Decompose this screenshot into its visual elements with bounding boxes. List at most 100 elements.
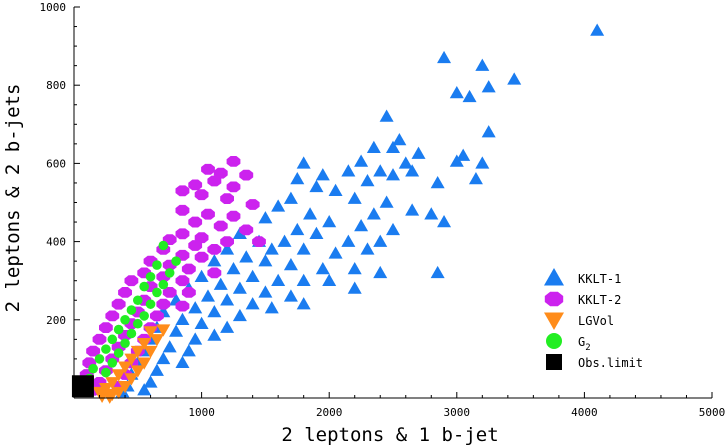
data-point — [366, 207, 381, 220]
data-point — [315, 168, 330, 181]
y-axis-title: 2 leptons & 2 b-jets — [2, 84, 24, 313]
data-point — [137, 357, 152, 370]
data-point — [430, 175, 445, 189]
data-point — [264, 301, 279, 314]
data-point — [347, 191, 362, 204]
series-g2 — [84, 240, 181, 384]
data-point — [405, 164, 420, 177]
data-point — [296, 242, 311, 255]
data-point — [181, 263, 196, 275]
data-point — [194, 269, 209, 283]
data-point — [347, 261, 362, 275]
data-point — [354, 154, 369, 167]
series-lgvol — [92, 324, 171, 404]
data-point — [92, 333, 107, 345]
y-tick-label: 800 — [46, 79, 66, 92]
data-point — [118, 287, 132, 298]
data-point — [86, 345, 101, 357]
data-point — [283, 258, 298, 271]
data-point — [271, 199, 286, 212]
data-point — [137, 383, 152, 396]
data-point — [88, 363, 98, 374]
data-point — [220, 320, 235, 333]
data-point — [175, 275, 190, 287]
legend-label: LGVol — [578, 314, 614, 328]
data-point — [118, 361, 133, 374]
data-point — [481, 125, 496, 138]
data-point — [149, 363, 164, 376]
data-point — [220, 293, 235, 306]
data-point — [226, 261, 241, 275]
y-tick-label: 400 — [46, 236, 66, 249]
data-point — [156, 324, 171, 337]
data-point — [105, 310, 120, 322]
data-point — [437, 215, 452, 228]
data-point — [124, 353, 139, 366]
data-point — [188, 240, 203, 251]
data-point — [245, 297, 260, 310]
data-point — [201, 208, 215, 220]
data-point — [271, 273, 286, 286]
data-point — [239, 224, 254, 236]
data-point — [194, 316, 209, 329]
data-point — [101, 367, 111, 378]
legend-label: Obs.limit — [578, 356, 643, 370]
data-point — [207, 244, 222, 255]
data-point — [107, 334, 118, 345]
data-point — [290, 222, 305, 236]
data-point — [283, 191, 298, 204]
data-point — [303, 207, 318, 220]
data-point — [188, 301, 203, 314]
data-point — [341, 164, 356, 177]
data-point — [156, 351, 171, 365]
data-point — [226, 156, 241, 167]
data-point — [386, 168, 400, 181]
data-point — [152, 260, 162, 270]
y-tick-label: 600 — [46, 157, 66, 170]
data-point — [169, 324, 184, 337]
data-point — [507, 72, 522, 85]
legend-item: LGVol — [544, 312, 614, 330]
data-point — [449, 86, 464, 99]
data-point — [226, 181, 241, 193]
data-point — [360, 242, 375, 255]
data-point — [245, 199, 260, 210]
data-point — [296, 156, 311, 169]
data-point — [232, 281, 247, 294]
data-point — [171, 256, 181, 266]
ticks: 1000 2000 3000 4000 5000 200 400 600 800 1000 — [40, 1, 726, 419]
data-point — [124, 373, 139, 386]
data-point — [133, 318, 143, 329]
data-point — [188, 179, 203, 191]
data-point — [175, 185, 190, 197]
data-point — [207, 267, 222, 279]
data-point — [120, 315, 130, 325]
data-point — [322, 215, 337, 228]
data-point — [99, 322, 113, 333]
data-point — [111, 369, 126, 382]
x-tick-label: 4000 — [571, 406, 598, 419]
data-point — [194, 251, 209, 263]
data-point — [120, 338, 130, 349]
x-tick-label: 5000 — [699, 406, 726, 419]
data-point — [220, 236, 234, 247]
data-point — [220, 242, 235, 255]
data-point — [328, 246, 343, 259]
data-point — [207, 254, 222, 267]
data-point — [164, 268, 175, 278]
series-obs-limit — [71, 375, 94, 398]
data-point — [373, 164, 388, 177]
data-point — [462, 89, 477, 103]
data-point — [113, 324, 124, 335]
data-point — [175, 228, 190, 240]
data-point — [590, 23, 605, 36]
data-point — [373, 234, 388, 247]
data-point — [264, 242, 279, 255]
data-point — [258, 285, 273, 298]
data-point — [283, 289, 298, 302]
data-point — [188, 216, 203, 228]
data-point — [322, 273, 337, 286]
data-point — [181, 287, 196, 298]
